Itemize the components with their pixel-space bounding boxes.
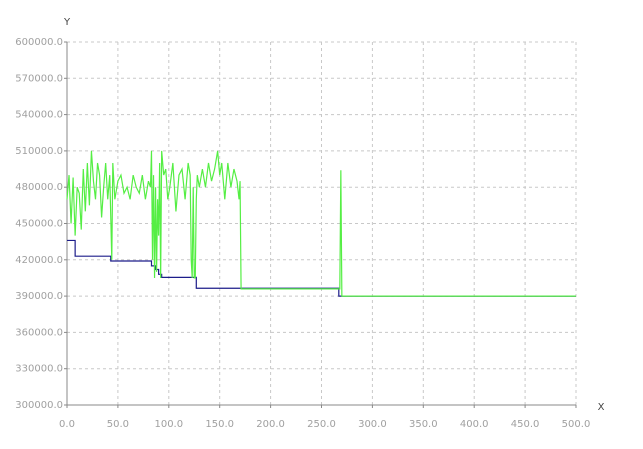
x-axis-label: X: [598, 402, 605, 413]
y-tick-label: 480000.0: [15, 182, 63, 193]
y-tick-label: 390000.0: [15, 291, 63, 302]
y-tick-label: 450000.0: [15, 219, 63, 230]
x-tick-label: 450.0: [511, 419, 540, 430]
y-tick-label: 300000.0: [15, 400, 63, 411]
x-tick-label: 150.0: [205, 419, 234, 430]
x-tick-label: 300.0: [358, 419, 387, 430]
x-tick-label: 400.0: [460, 419, 489, 430]
series-line: [66, 150, 576, 297]
y-tick-label: 420000.0: [15, 255, 63, 266]
y-tick-label: 600000.0: [15, 37, 63, 48]
x-tick-label: 350.0: [409, 419, 438, 430]
x-tick-label: 50.0: [107, 419, 129, 430]
y-tick-label: 540000.0: [15, 110, 63, 121]
x-tick-label: 250.0: [307, 419, 336, 430]
y-tick-label: 510000.0: [15, 146, 63, 157]
x-tick-label: 100.0: [154, 419, 183, 430]
y-axis-label: Y: [63, 17, 71, 28]
y-tick-label: 330000.0: [15, 364, 63, 375]
y-tick-label: 360000.0: [15, 327, 63, 338]
x-tick-label: 0.0: [59, 419, 75, 430]
x-tick-label: 500.0: [562, 419, 591, 430]
x-tick-label: 200.0: [256, 419, 285, 430]
y-tick-label: 570000.0: [15, 73, 63, 84]
